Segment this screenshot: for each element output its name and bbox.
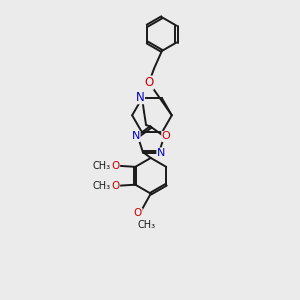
- Text: O: O: [111, 181, 120, 191]
- Text: O: O: [144, 76, 154, 89]
- Text: O: O: [111, 161, 120, 171]
- Text: CH₃: CH₃: [138, 220, 156, 230]
- Text: CH₃: CH₃: [93, 161, 111, 171]
- Text: N: N: [157, 148, 165, 158]
- Text: CH₃: CH₃: [93, 181, 111, 191]
- Text: O: O: [134, 208, 142, 218]
- Text: N: N: [136, 91, 145, 104]
- Text: N: N: [132, 131, 140, 142]
- Text: O: O: [162, 131, 170, 142]
